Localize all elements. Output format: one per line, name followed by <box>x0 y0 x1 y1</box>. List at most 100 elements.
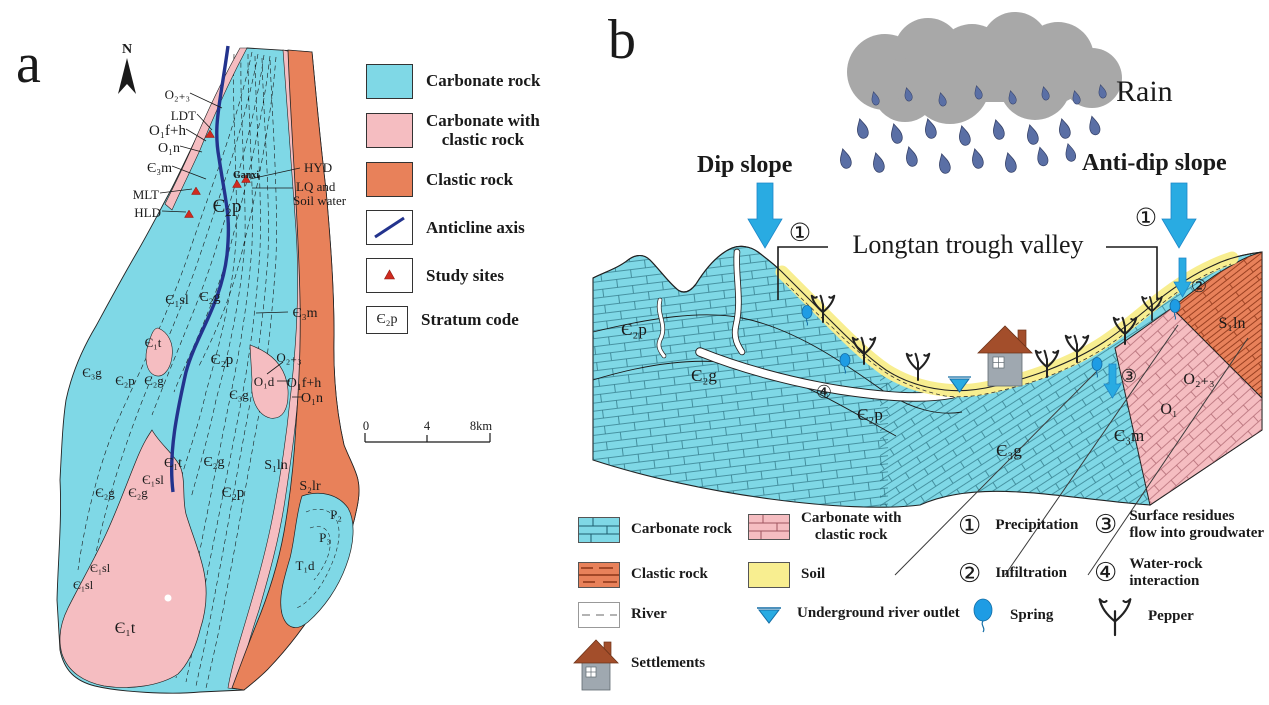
num-precipitation-left: ① <box>789 220 811 247</box>
callout-o1fh: O₁f+h <box>149 123 187 139</box>
stratum-label: Є₂g <box>144 373 164 388</box>
clastic-rock-icon <box>578 562 620 588</box>
soil-icon <box>748 562 790 588</box>
stratum-label: O₁ <box>1160 401 1177 418</box>
legend-infiltration: ② Infiltration <box>958 561 1067 587</box>
legend-label: River <box>631 606 667 623</box>
legend-carbonate-clastic: Carbonate with clastic rock <box>748 510 901 545</box>
stratum-label: O₁d <box>254 374 275 389</box>
north-arrow: N <box>118 42 136 94</box>
underground-river-outlet <box>948 376 971 393</box>
stratum-label: Є₂g <box>128 485 148 500</box>
legend-label-line1: Carbonate with <box>801 510 902 526</box>
legend-label: Underground river outlet <box>797 605 960 622</box>
stratum-label: Є₁t <box>115 620 136 637</box>
stratum-label: Є₁sl <box>90 561 111 575</box>
scale-bar-labels: 0 4 8km <box>363 419 493 433</box>
legend-label: Carbonate rock <box>631 521 732 538</box>
map-legend: Carbonate rock Carbonate with clastic ro… <box>366 64 556 347</box>
num-infiltration: ② <box>1191 276 1207 296</box>
stratum-label: Є₃m <box>292 306 317 321</box>
num-precipitation-right: ① <box>1135 205 1157 232</box>
anti-dip-slope-arrow <box>1161 182 1197 249</box>
study-sites <box>184 129 251 218</box>
legend-label-line2: flow into groudwater <box>1129 525 1265 542</box>
clastic-pattern <box>1172 252 1262 398</box>
legend-outlet: Underground river outlet <box>752 602 960 626</box>
stratum-label: S₁ln <box>1219 315 1246 332</box>
clastic-swatch <box>366 162 413 198</box>
scale-four: 4 <box>424 419 431 433</box>
num-surface-residues: ③ <box>1121 366 1137 386</box>
valley-title: Longtan trough valley <box>852 230 1084 259</box>
map-pink-left-band <box>164 47 248 211</box>
num-one: ① <box>958 511 982 541</box>
stratum-label: Є₁sl <box>73 578 94 592</box>
legend-settlements: Settlements <box>572 634 705 694</box>
legend-label: Anticline axis <box>426 217 525 237</box>
carbonate-swatch <box>366 64 413 99</box>
stratum-label: P₂ <box>330 507 342 522</box>
callout-hld: HLD <box>134 205 161 220</box>
dip-slope-arrow <box>747 182 783 249</box>
stratum-label: Є₂g <box>95 485 115 500</box>
stratum-label: P₃ <box>319 530 331 545</box>
legend-label: Pepper <box>1148 608 1194 625</box>
valley-bracket <box>777 246 1158 300</box>
stratum-label: Є₂p <box>213 196 242 217</box>
study-site-icon <box>366 258 413 294</box>
map-stratum-labels: Є₂p Є₁sl Є₂g Є₃m Є₁t Є₂p Є₃g Є₂p Є₂g O₂₊… <box>73 196 342 637</box>
legend-label: Settlements <box>631 655 706 672</box>
num-three: ③ <box>1094 510 1118 541</box>
stratum-label: Є₁sl <box>142 472 164 487</box>
settlements-icon <box>573 639 619 691</box>
stratum-label: Є₂g <box>203 455 224 470</box>
stratum-label: Є₁t <box>164 456 182 471</box>
legend-label-line1: Water-rock <box>1129 556 1203 572</box>
legend-surface-residues: ③ Surface residues flow into groudwater <box>1094 508 1264 543</box>
flow-arrows <box>747 182 1197 399</box>
site-ganxi-label: Ganxi <box>233 170 259 181</box>
stratum-label: O₂₊₃ <box>276 350 301 365</box>
legend-river: River <box>578 602 667 628</box>
legend-label-line1: Carbonate with <box>426 111 540 130</box>
map-pink-patch-small <box>145 327 173 377</box>
carbonate-rock-icon <box>578 517 620 543</box>
underground-river <box>656 248 957 402</box>
residue-flow-arrow <box>1103 363 1122 399</box>
pink-pattern <box>1115 308 1262 505</box>
map-pink-bulge <box>249 344 289 419</box>
stratum-label: Є₂g <box>199 290 220 305</box>
stratum-label: O₁f+h <box>287 376 322 391</box>
stratum-label: Є₃m <box>1114 426 1144 445</box>
legend-label: Carbonate with clastic rock <box>426 111 540 149</box>
stratum-label: Є₂p <box>222 485 245 501</box>
scale-zero: 0 <box>363 419 369 433</box>
num-two: ② <box>958 559 982 589</box>
process-numbers: ① ① ② ③ ④ <box>789 205 1207 402</box>
legend-label: Precipitation <box>995 517 1079 534</box>
legend-clastic-rock: Clastic rock <box>578 562 708 588</box>
anti-dip-slope-label: Anti-dip slope <box>1082 150 1227 176</box>
callout-hyd: HYD <box>304 160 332 175</box>
scale-eight: 8km <box>470 419 493 433</box>
stratum-label: Є₂p <box>211 352 234 368</box>
callout-lq1: LQ and <box>296 179 336 194</box>
num-four: ④ <box>1094 558 1118 589</box>
anticline-axis <box>169 45 231 493</box>
stratum-label: Є₃g <box>82 365 102 380</box>
legend-label-line2: clastic rock <box>814 527 888 544</box>
legend-row-clastic: Clastic rock <box>366 162 556 198</box>
stratum-label: Є₁t <box>145 335 162 350</box>
stratum-label: S₂lr <box>299 479 321 494</box>
panel-b-letter: b <box>608 9 636 71</box>
callout-o23: O₂₊₃ <box>165 87 190 102</box>
callout-lq2: Soil water <box>293 193 347 208</box>
legend-label: Clastic rock <box>631 566 708 583</box>
dip-slope-label: Dip slope <box>697 152 793 178</box>
stratum-code-box: Є₂p <box>366 306 408 335</box>
anticline-axis-icon <box>366 210 413 246</box>
section-stratum-labels: Є₂p Є₂g Є₂p Є₃g Є₃m O₁ O₂₊₃ S₁ln <box>621 315 1245 460</box>
